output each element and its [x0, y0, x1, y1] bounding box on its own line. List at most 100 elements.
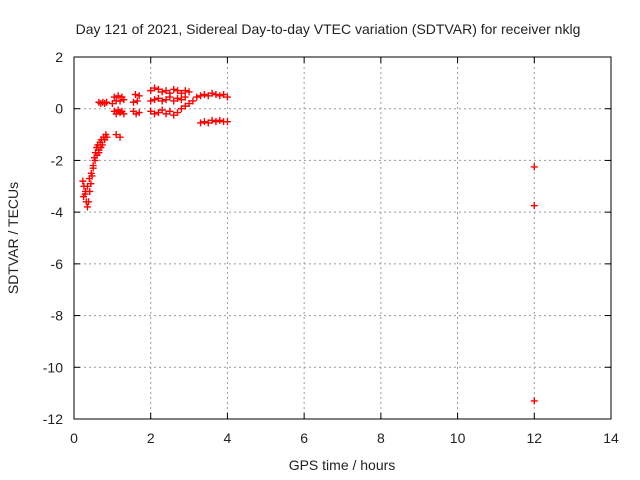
x-axis-label: GPS time / hours — [289, 457, 396, 473]
data-point — [158, 97, 166, 105]
data-point — [158, 106, 166, 114]
y-tick-label: -10 — [43, 359, 63, 375]
data-point — [114, 92, 122, 100]
data-point — [87, 169, 95, 177]
data-point — [181, 102, 189, 110]
data-point — [133, 97, 141, 105]
data-point — [120, 96, 128, 104]
data-point — [112, 110, 120, 118]
data-point — [135, 109, 143, 117]
data-point — [129, 98, 137, 106]
x-tick-label: 12 — [526, 430, 542, 446]
data-point — [170, 85, 178, 93]
x-tick-label: 4 — [224, 430, 232, 446]
data-point — [116, 97, 124, 105]
data-point — [220, 90, 228, 98]
data-point — [103, 133, 111, 141]
y-tick-label: -8 — [51, 308, 64, 324]
data-point — [83, 203, 91, 211]
x-tick-label: 0 — [70, 430, 78, 446]
data-point — [91, 156, 99, 164]
data-point — [97, 144, 105, 151]
data-point — [204, 119, 212, 127]
data-point — [151, 110, 159, 118]
data-point — [200, 118, 208, 126]
data-point — [147, 107, 155, 115]
y-axis-tick-labels: 2 0 -2 -4 -6 -8 -10 -12 — [43, 49, 63, 427]
data-point — [162, 110, 170, 118]
data-point — [154, 94, 162, 102]
y-tick-label: -12 — [43, 411, 63, 427]
data-point — [162, 87, 170, 95]
data-point — [80, 193, 88, 201]
data-point — [154, 85, 162, 93]
data-point — [166, 93, 174, 101]
data-point — [108, 100, 116, 108]
data-point — [181, 87, 189, 95]
data-point — [154, 109, 162, 117]
data-point — [177, 96, 185, 104]
data-point — [83, 182, 91, 190]
data-point — [166, 107, 174, 115]
data-point — [174, 109, 182, 117]
data-point — [110, 93, 118, 101]
grid-lines — [74, 57, 611, 419]
data-point — [151, 96, 159, 104]
data-point — [197, 92, 205, 100]
data-point — [147, 97, 155, 105]
data-point — [162, 96, 170, 104]
data-point — [185, 100, 193, 108]
data-point — [212, 90, 220, 98]
data-point — [197, 119, 205, 127]
data-point — [223, 93, 231, 101]
data-point — [208, 89, 216, 97]
data-point — [189, 97, 197, 105]
data-point — [530, 397, 538, 405]
y-tick-label: -2 — [51, 152, 64, 168]
data-point — [208, 116, 216, 124]
data-point — [112, 131, 120, 139]
y-tick-label: 2 — [55, 49, 63, 65]
data-point — [204, 92, 212, 100]
data-point — [530, 163, 538, 171]
data-point — [103, 98, 111, 106]
data-point — [85, 198, 93, 206]
data-point — [216, 92, 224, 100]
x-tick-label: 10 — [450, 430, 466, 446]
y-tick-label: -6 — [51, 256, 64, 272]
data-point — [181, 93, 189, 101]
data-point — [170, 97, 178, 105]
data-point — [131, 90, 139, 98]
data-point — [200, 90, 208, 98]
data-point — [95, 149, 103, 157]
data-point — [174, 94, 182, 102]
data-point — [174, 87, 182, 95]
data-point — [89, 164, 97, 172]
data-point — [212, 118, 220, 126]
data-point — [185, 88, 193, 96]
data-point — [158, 88, 166, 96]
data-point — [79, 177, 87, 185]
plot-frame — [73, 56, 612, 420]
y-tick-label: 0 — [55, 101, 63, 117]
data-point — [170, 111, 178, 119]
data-point — [116, 133, 124, 141]
x-axis-tick-labels: 0 2 4 6 8 10 12 14 — [70, 430, 619, 446]
data-point — [530, 202, 538, 210]
x-tick-label: 14 — [603, 430, 619, 446]
data-point — [135, 92, 143, 100]
data-point — [120, 110, 128, 118]
data-point — [132, 110, 140, 118]
chart-title: Day 121 of 2021, Sidereal Day-to-day VTE… — [76, 21, 581, 37]
data-point — [193, 93, 201, 101]
y-axis-label: SDTVAR / TECUs — [5, 182, 21, 294]
x-tick-label: 2 — [147, 430, 155, 446]
data-point — [151, 84, 159, 92]
data-point — [82, 187, 90, 195]
x-tick-label: 8 — [377, 430, 385, 446]
data-points — [79, 84, 538, 405]
data-point — [85, 175, 93, 183]
data-point — [147, 87, 155, 95]
data-point — [223, 118, 231, 126]
